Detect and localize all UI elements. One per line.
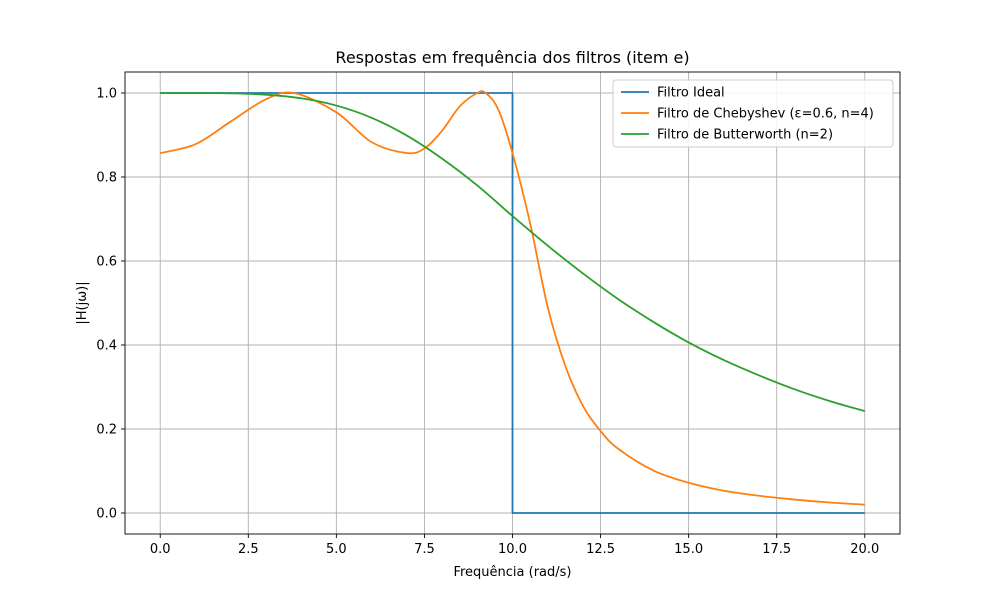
x-tick-label: 17.5: [762, 542, 791, 557]
x-axis-label: Frequência (rad/s): [453, 565, 571, 580]
legend-label-butterworth: Filtro de Butterworth (n=2): [657, 128, 833, 143]
x-tick-label: 10.0: [498, 542, 527, 557]
legend: Filtro Ideal Filtro de Chebyshev (ε=0.6, …: [612, 79, 894, 148]
series-layer: [160, 90, 866, 514]
y-tick-label: 0.6: [96, 255, 117, 270]
y-tick-label: 0.2: [96, 423, 117, 438]
x-tick-label: 12.5: [586, 542, 615, 557]
x-tick-label: 5.0: [326, 542, 347, 557]
y-tick-label: 0.4: [96, 339, 117, 354]
legend-label-ideal: Filtro Ideal: [657, 86, 725, 101]
x-tick-label: 2.5: [238, 542, 259, 557]
y-tick-label: 1.0: [96, 87, 117, 102]
series-line-ideal: [160, 92, 865, 514]
x-tick-label: 7.5: [414, 542, 435, 557]
series-line-butterworth: [160, 92, 866, 413]
legend-box: [612, 79, 894, 148]
x-tick-label: 0.0: [150, 542, 171, 557]
y-axis-label: |H(jω)|: [75, 281, 90, 324]
x-tick-label: 15.0: [674, 542, 703, 557]
chart-title: Respostas em frequência dos filtros (ite…: [335, 48, 689, 67]
x-tick-label: 20.0: [850, 542, 879, 557]
y-tick-label: 0.8: [96, 171, 117, 186]
y-tick-label: 0.0: [96, 507, 117, 522]
ticks: 0.0 2.5 5.0 7.5 10.0 12.5 15.0 17.5 20.0 0.0 0.2 0.…: [96, 87, 879, 558]
legend-label-chebyshev: Filtro de Chebyshev (ε=0.6, n=4): [657, 107, 874, 122]
